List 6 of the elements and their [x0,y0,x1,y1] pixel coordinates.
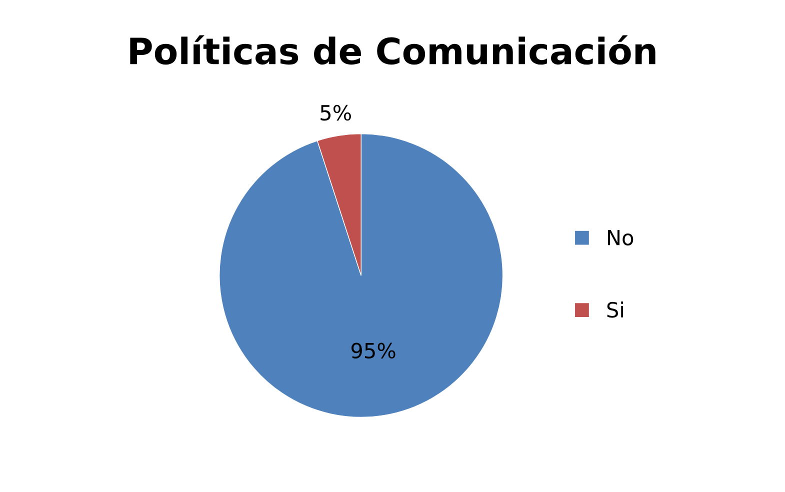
pie-slice [219,133,504,418]
legend-label: Si [607,302,623,318]
chart-title: Políticas de Comunicación [130,35,656,65]
data-label: 5% [320,104,351,121]
data-label: 95% [351,342,396,359]
legend-label: No [608,230,634,246]
